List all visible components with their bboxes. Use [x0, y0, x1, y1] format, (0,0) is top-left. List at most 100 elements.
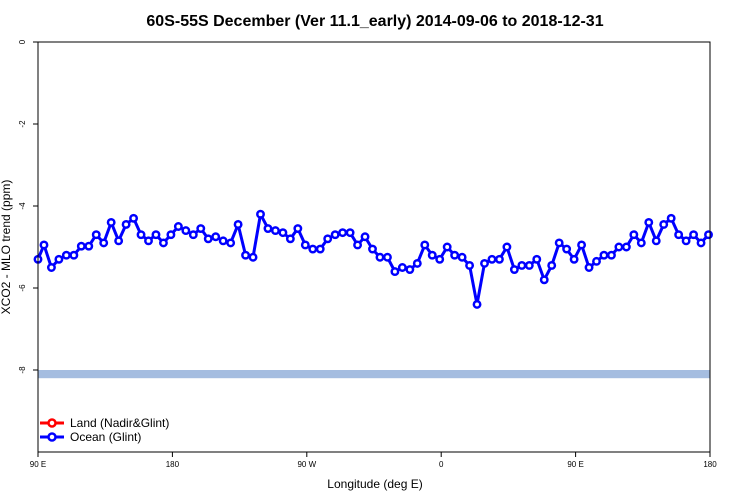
- legend-marker: [47, 418, 57, 428]
- data-point: [629, 230, 639, 240]
- legend: Land (Nadir&Glint)Ocean (Glint): [40, 416, 169, 444]
- data-point: [509, 265, 519, 274]
- series-line-1: [36, 209, 710, 305]
- data-point: [517, 261, 527, 270]
- data-point: [129, 213, 139, 223]
- y-axis: 0 -2 -4 -6 -8: [18, 39, 38, 374]
- data-point: [599, 250, 609, 260]
- data-point: [84, 241, 94, 251]
- data-point: [666, 213, 676, 223]
- legend-label: Ocean (Glint): [70, 430, 141, 444]
- data-point: [614, 242, 624, 252]
- data-point: [390, 267, 400, 277]
- data-point: [241, 250, 251, 260]
- data-point: [99, 238, 109, 248]
- data-point: [173, 222, 183, 231]
- data-point: [196, 224, 206, 234]
- data-point: [644, 217, 654, 227]
- data-point: [338, 228, 348, 238]
- data-point: [300, 240, 310, 250]
- data-point: [382, 252, 392, 262]
- data-point: [420, 240, 430, 250]
- data-point: [584, 263, 594, 272]
- data-point: [61, 250, 71, 260]
- x-axis: 90 E 180 90 W 0 90 E 180: [30, 452, 717, 469]
- y-tick-label: -6: [18, 284, 27, 292]
- data-point: [375, 252, 385, 262]
- data-point: [465, 261, 475, 270]
- data-point: [330, 230, 340, 240]
- data-point: [233, 220, 243, 229]
- data-point: [151, 230, 161, 240]
- data-point: [636, 238, 646, 248]
- data-point: [539, 275, 549, 285]
- legend-marker: [47, 432, 57, 442]
- data-point: [278, 228, 288, 238]
- data-point: [457, 252, 467, 262]
- x-tick-label: 90 E: [30, 460, 46, 469]
- data-point: [46, 263, 56, 272]
- data-point: [397, 263, 407, 272]
- data-point: [91, 230, 101, 240]
- data-point: [136, 230, 146, 240]
- y-tick-label: 0: [18, 39, 27, 44]
- data-point: [308, 244, 318, 254]
- data-point: [285, 234, 295, 244]
- x-tick-label: 90 W: [297, 460, 316, 469]
- data-point: [158, 238, 168, 248]
- data-point: [114, 236, 124, 246]
- data-point: [554, 238, 564, 248]
- data-point: [577, 240, 587, 250]
- legend-label: Land (Nadir&Glint): [70, 416, 169, 430]
- data-point: [218, 236, 228, 246]
- data-point: [472, 299, 482, 309]
- data-point: [368, 244, 377, 254]
- x-axis-label: Longitude (deg E): [327, 477, 422, 491]
- y-axis-label: XCO2 - MLO trend (ppm): [0, 180, 13, 315]
- data-point: [524, 261, 534, 270]
- data-point: [263, 224, 273, 234]
- x-tick-label: 90 E: [567, 460, 583, 469]
- data-point: [248, 252, 258, 262]
- x-tick-label: 180: [703, 460, 717, 469]
- data-point: [353, 240, 363, 250]
- y-tick-label: -2: [18, 120, 27, 128]
- plot-area-frame: [37, 41, 711, 453]
- y-tick-label: -8: [18, 366, 27, 374]
- data-point: [689, 230, 699, 240]
- data-point: [69, 250, 79, 260]
- plot-layer: [33, 209, 713, 309]
- data-point: [270, 226, 280, 236]
- chart-title: 60S-55S December (Ver 11.1_early) 2014-0…: [146, 13, 603, 30]
- data-point: [106, 217, 116, 227]
- data-point: [412, 258, 422, 268]
- data-point: [704, 230, 713, 240]
- data-point: [226, 238, 236, 248]
- data-point: [144, 236, 153, 246]
- data-point: [696, 238, 706, 248]
- data-point: [323, 234, 333, 244]
- reference-band: [38, 370, 710, 379]
- data-point: [435, 254, 445, 264]
- data-point: [592, 256, 601, 266]
- data-point: [76, 241, 86, 251]
- data-point: [651, 236, 661, 246]
- data-point: [256, 209, 265, 219]
- data-point: [659, 220, 669, 229]
- data-point: [293, 224, 303, 234]
- data-point: [480, 258, 489, 268]
- data-point: [211, 232, 221, 242]
- data-point: [494, 254, 504, 264]
- data-point: [450, 250, 460, 260]
- data-point: [39, 240, 49, 250]
- data-point: [166, 230, 176, 240]
- data-point: [674, 230, 684, 240]
- data-point: [681, 236, 691, 246]
- data-point: [360, 232, 370, 242]
- data-point: [621, 242, 631, 252]
- data-point: [562, 244, 572, 254]
- data-point: [606, 250, 616, 260]
- x-tick-label: 180: [166, 460, 180, 469]
- x-tick-label: 0: [439, 460, 444, 469]
